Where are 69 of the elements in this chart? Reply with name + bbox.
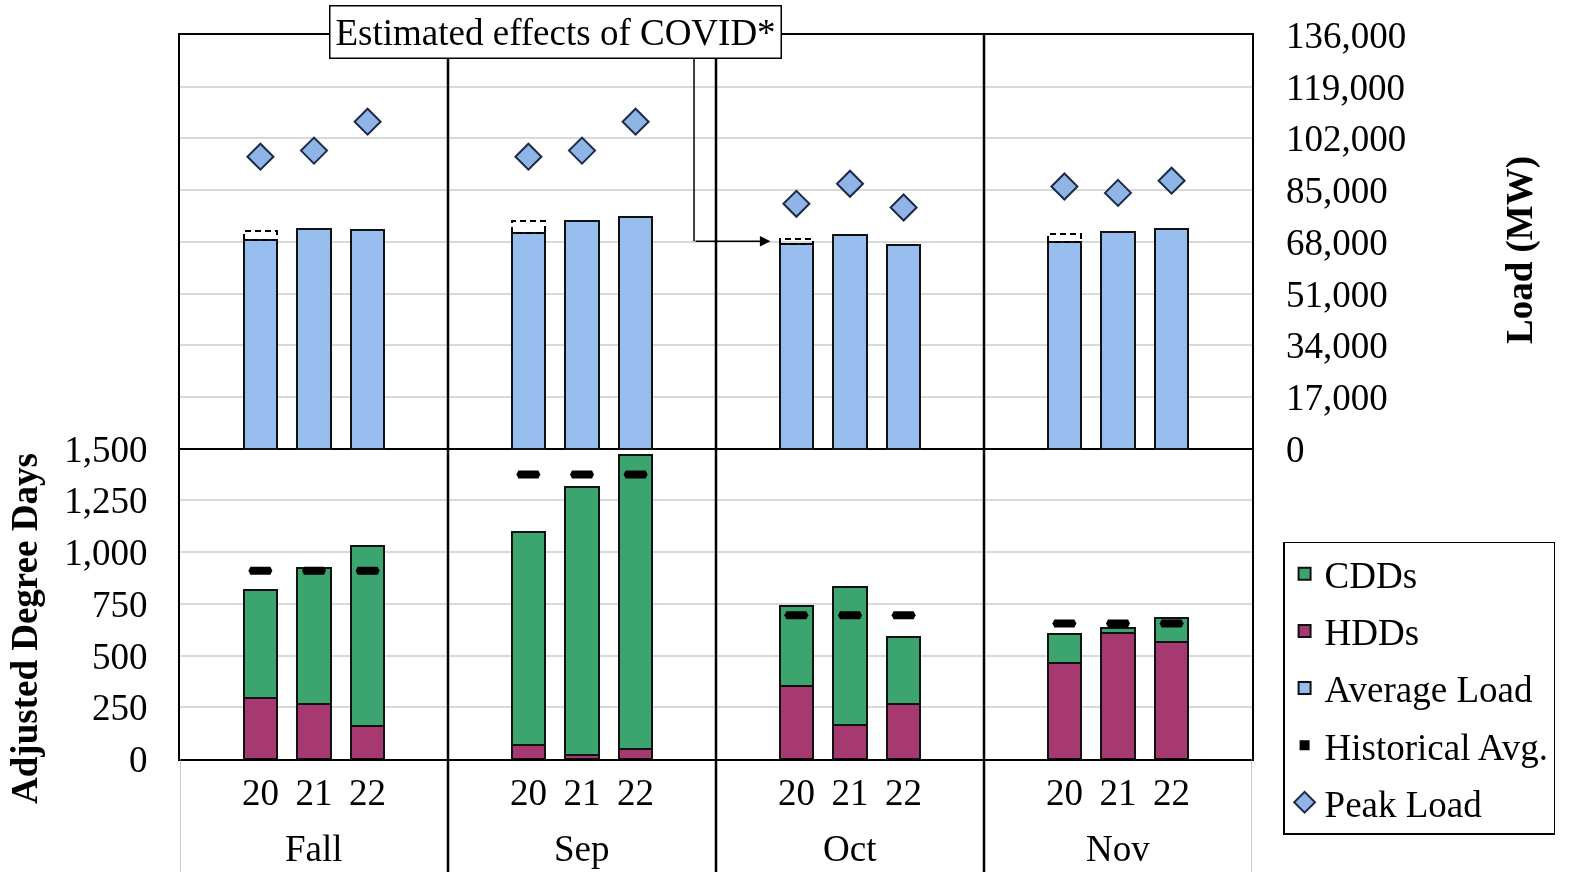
- point: [836, 169, 864, 198]
- y-tick-label: 1,500: [64, 428, 148, 470]
- bar: [779, 243, 814, 450]
- bar: [886, 244, 921, 450]
- y2-tick-label: 34,000: [1286, 325, 1388, 367]
- y2-tick-label: 102,000: [1286, 118, 1407, 160]
- bar: [832, 234, 868, 450]
- y-tick-label: 750: [92, 583, 148, 625]
- legend-label: Peak Load: [1324, 783, 1483, 825]
- legend-label: CDDs: [1324, 555, 1418, 597]
- point: [246, 142, 275, 171]
- x-tick-label: 20: [241, 772, 279, 814]
- bar: [1100, 231, 1136, 450]
- x-tick-label: 20: [777, 772, 815, 814]
- y2-tick-label: 17,000: [1286, 376, 1388, 418]
- text: Fall: [285, 828, 343, 869]
- y-axis-title: Adjusted Degree Days: [4, 453, 46, 804]
- legend-label: Historical Avg.: [1324, 726, 1548, 768]
- text: Oct: [823, 828, 878, 869]
- y2-tick-label: 85,000: [1286, 170, 1388, 212]
- x-tick-label: 20: [1045, 772, 1083, 814]
- point: [1157, 166, 1186, 195]
- point: [1050, 172, 1079, 201]
- bar: [1047, 233, 1082, 243]
- bar: [511, 220, 546, 234]
- x-tick-label: 21: [831, 772, 869, 814]
- bar: [243, 239, 278, 450]
- bar: [511, 232, 546, 450]
- legend-label: Average Load: [1324, 669, 1533, 711]
- x-tick-label: 21: [563, 772, 601, 814]
- y-tick-label: 1,250: [64, 480, 148, 522]
- x-tick-label: 20: [509, 772, 547, 814]
- point: [300, 136, 328, 165]
- y2-tick-label: 68,000: [1286, 221, 1388, 263]
- x-tick-label: 21: [295, 772, 333, 814]
- y2-tick-label: 119,000: [1286, 66, 1405, 108]
- point: [568, 136, 596, 165]
- annotation: Estimated effects of COVID*: [335, 11, 776, 53]
- x-tick-label: 22: [1153, 772, 1191, 814]
- y2-tick-label: 136,000: [1286, 14, 1407, 56]
- y-tick-label: 1,000: [64, 532, 148, 574]
- x-tick-label: 21: [1099, 772, 1137, 814]
- y-tick-label: 0: [129, 738, 148, 780]
- text: Nov: [1086, 828, 1151, 869]
- point: [621, 107, 650, 136]
- y-tick-label: 500: [92, 635, 148, 677]
- x-tick-label: 22: [349, 772, 387, 814]
- y2-tick-label: 0: [1286, 428, 1305, 470]
- bar: [779, 238, 814, 245]
- point: [889, 193, 918, 222]
- point: [514, 142, 543, 171]
- x-tick-label: 22: [885, 772, 923, 814]
- bar: [296, 228, 332, 450]
- y2-axis-title: Load (MW): [1498, 155, 1541, 345]
- bar: [564, 486, 600, 756]
- legend-label: HDDs: [1324, 612, 1420, 654]
- bar: [618, 216, 653, 450]
- point: [1104, 178, 1132, 207]
- y2-tick-label: 51,000: [1286, 273, 1388, 315]
- bar: [350, 229, 385, 450]
- x-tick-label: 22: [617, 772, 655, 814]
- point: [782, 189, 811, 218]
- bar: [564, 220, 600, 450]
- point: [353, 107, 382, 136]
- bar: [1154, 228, 1189, 450]
- bar: [243, 230, 278, 241]
- y-tick-label: 250: [92, 687, 148, 729]
- text: Sep: [554, 828, 610, 869]
- bar: [1047, 241, 1082, 450]
